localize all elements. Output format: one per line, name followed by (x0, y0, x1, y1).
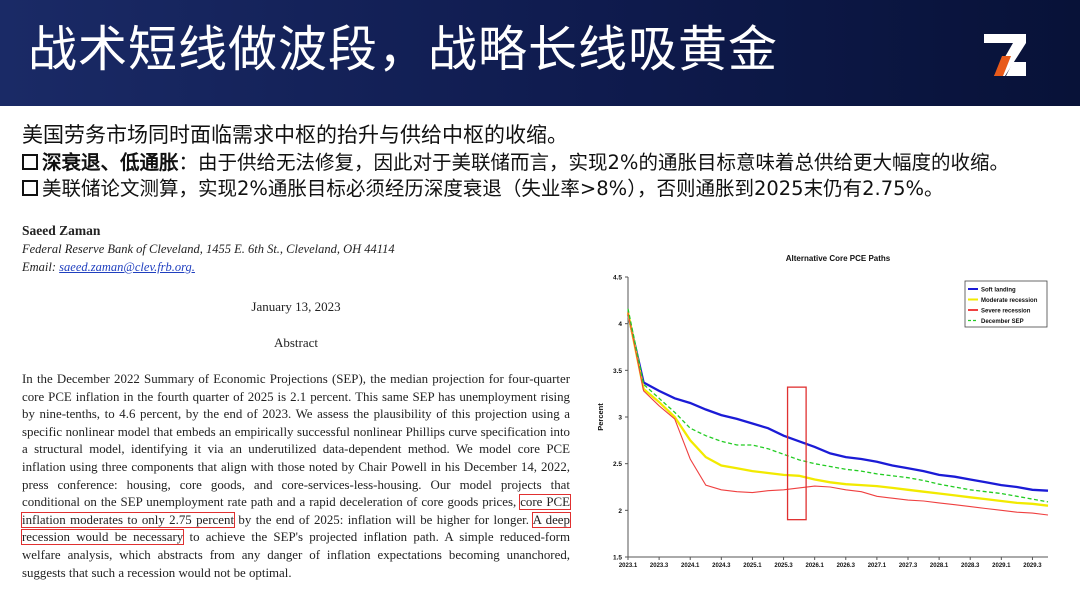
series-line-severe-recession (627, 312, 1049, 516)
x-tick-label: 2027.1 (868, 563, 887, 569)
highlight-box (786, 386, 807, 521)
y-tick-label: 2 (618, 508, 622, 515)
y-axis-label: Percent (596, 403, 605, 431)
email-label: Email: (22, 260, 60, 274)
legend-label: December SEP (981, 319, 1024, 325)
series-line-moderate-recession (626, 312, 1049, 507)
paper-excerpt: Saeed Zaman Federal Reserve Bank of Clev… (21, 222, 571, 582)
abstract-body: In the December 2022 Summary of Economic… (21, 371, 571, 582)
chart-svg: Alternative Core PCE Paths 1.5 2 2.5 3 3.5 4 4.… (596, 254, 1049, 569)
legend-label: Moderate recession (981, 298, 1038, 304)
x-tick-label: 2025.3 (774, 563, 793, 569)
x-tick-label: 2027.3 (899, 563, 918, 569)
x-tick-label: 2028.3 (961, 563, 980, 569)
intro-text: 美国劳务市场同时面临需求中枢的抬升与供给中枢的收缩。 (22, 123, 568, 147)
email-link[interactable]: saeed.zaman@clev.frb.org. (59, 260, 195, 274)
logo-icon (984, 34, 1026, 76)
bullet-item-2-text: 美联储论文测算，实现2%通胀目标必须经历深度衰退（失业率>8%），否则通胀到20… (42, 177, 944, 200)
y-tick-label: 2.5 (613, 461, 622, 468)
paper-author: Saeed Zaman (22, 223, 101, 238)
abstract-highlight-2: A deep recession would be necessary (21, 511, 571, 546)
bullet-section: 美国劳务市场同时面临需求中枢的抬升与供给中枢的收缩。 深衰退、低通胀：由于供给无… (22, 120, 1072, 202)
bullet-item-1-label: 深衰退、低通胀 (42, 151, 179, 174)
paper-date: January 13, 2023 (251, 299, 341, 314)
x-tick-label: 2029.3 (1023, 563, 1042, 569)
y-tick-label: 1.5 (613, 555, 622, 562)
bullet-item-1-text: ：由于供给无法修复，因此对于美联储而言，实现2%的通胀目标意味着总供给更大幅度的… (178, 151, 1009, 174)
y-tick-label: 3 (618, 415, 622, 422)
slide-title: 战术短线做波段，战略长线吸黄金 (28, 21, 779, 78)
paper-affiliation: Federal Reserve Bank of Cleveland, 1455 … (22, 242, 395, 256)
chart-legend (964, 280, 1048, 328)
bullet-item-2: 美联储论文测算，实现2%通胀目标必须经历深度衰退（失业率>8%），否则通胀到20… (22, 176, 1072, 202)
checkbox-square-icon (22, 154, 38, 170)
legend-label: Severe recession (981, 308, 1031, 314)
series-line-december-sep (627, 308, 1049, 503)
x-tick-label: 2026.1 (805, 563, 824, 569)
chart-title: Alternative Core PCE Paths (786, 254, 891, 263)
abstract-text-3: to achieve the SEP's projected inflation… (22, 530, 570, 580)
x-tick-label: 2024.1 (681, 563, 700, 569)
checkbox-square-icon (22, 180, 38, 196)
slide-header: 战术短线做波段，战略长线吸黄金 (0, 0, 1080, 106)
y-tick-label: 4.5 (613, 275, 622, 282)
x-tick-label: 2023.1 (619, 563, 638, 569)
x-tick-label: 2023.3 (650, 563, 669, 569)
abstract-text-2: by the end of 2025: inflation will be hi… (234, 512, 533, 527)
abstract-highlight-1: core PCE inflation moderates to only 2.7… (21, 494, 571, 528)
abstract-text-1: In the December 2022 Summary of Economic… (22, 372, 570, 510)
legend-label: Soft landing (981, 287, 1016, 293)
y-tick-label: 3.5 (613, 368, 622, 375)
abstract-heading: Abstract (273, 335, 319, 350)
y-tick-label: 4 (618, 321, 622, 328)
x-tick-label: 2028.1 (930, 563, 949, 569)
x-tick-label: 2026.3 (837, 563, 856, 569)
series-line-soft-landing (626, 314, 1049, 492)
x-tick-label: 2029.1 (992, 563, 1011, 569)
x-tick-label: 2025.1 (743, 563, 762, 569)
bullet-item-1: 深衰退、低通胀：由于供给无法修复，因此对于美联储而言，实现2%的通胀目标意味着总… (22, 150, 1072, 176)
core-pce-chart: Alternative Core PCE Paths 1.5 2 2.5 3 3.5 4 4.… (588, 244, 1060, 586)
paper-email-line: Email: saeed.zaman@clev.frb.org. (22, 258, 570, 276)
x-tick-label: 2024.3 (712, 563, 731, 569)
